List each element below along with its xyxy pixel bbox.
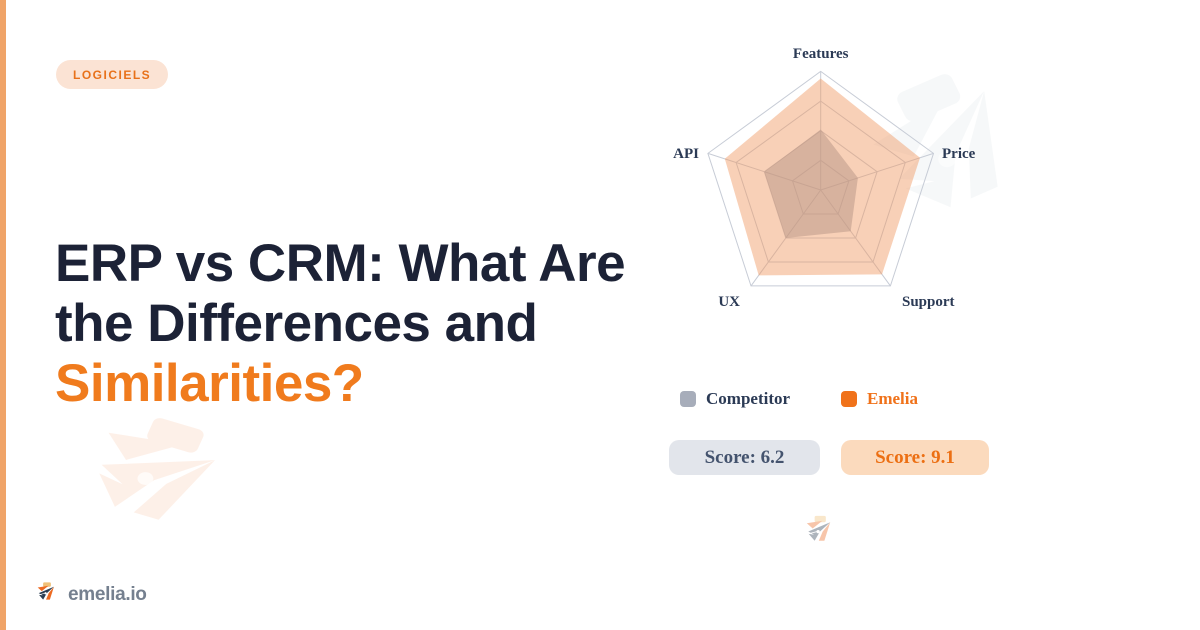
- svg-text:API: API: [673, 146, 699, 162]
- svg-text:Support: Support: [902, 294, 955, 310]
- svg-text:Features: Features: [793, 46, 849, 62]
- svg-text:Price: Price: [942, 146, 976, 162]
- svg-text:UX: UX: [718, 294, 740, 310]
